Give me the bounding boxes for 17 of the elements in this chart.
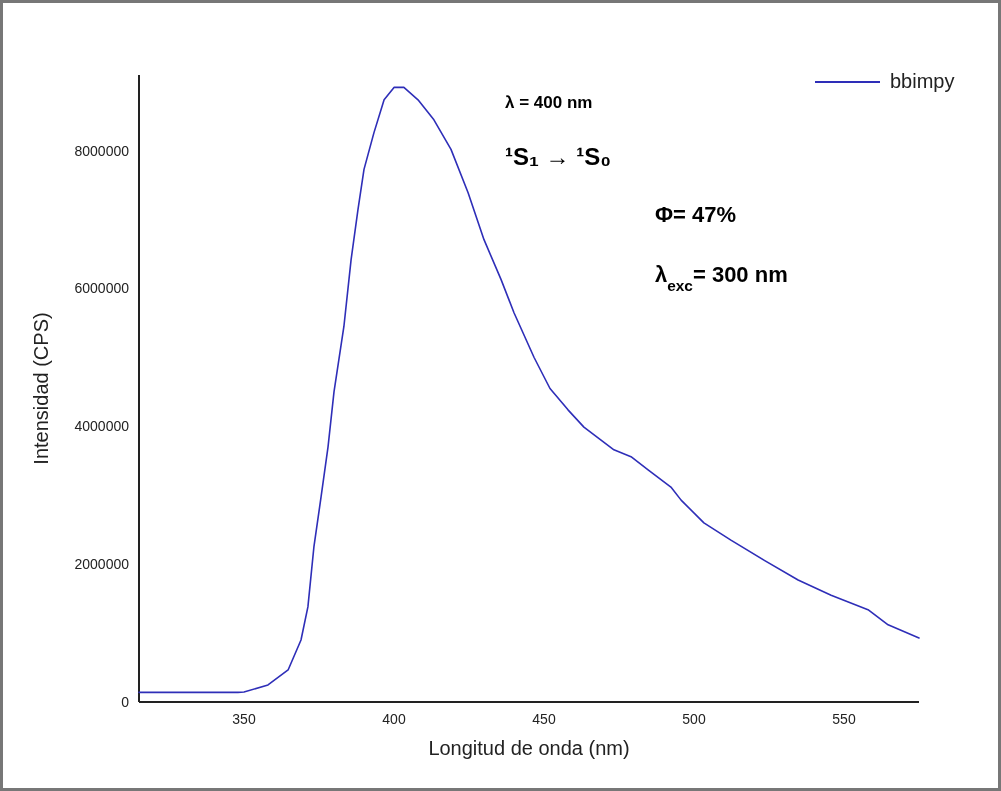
legend-label: bbimpy: [890, 70, 955, 92]
x-tick-label: 450: [532, 711, 556, 727]
x-tick-label: 350: [232, 711, 256, 727]
x-tick-label: 500: [682, 711, 706, 727]
x-tick-label: 550: [832, 711, 856, 727]
y-tick-label: 8000000: [74, 142, 130, 159]
annotation: λ = 400 nm: [505, 93, 593, 112]
y-tick-label: 2000000: [74, 556, 130, 573]
annotation: ¹S₁ → ¹S₀: [505, 143, 612, 170]
y-tick-label: 0: [121, 693, 130, 710]
x-axis-title: Longitud de onda (nm): [428, 737, 630, 759]
annotation: Φ= 47%: [655, 202, 737, 227]
x-tick-label: 400: [382, 711, 406, 727]
y-tick-label: 6000000: [74, 280, 130, 297]
y-tick-label: 4000000: [74, 418, 130, 435]
annotation: λ$_{exc}$= 300 nm: [655, 262, 788, 294]
y-axis-title: Intensidad (CPS): [30, 312, 52, 465]
